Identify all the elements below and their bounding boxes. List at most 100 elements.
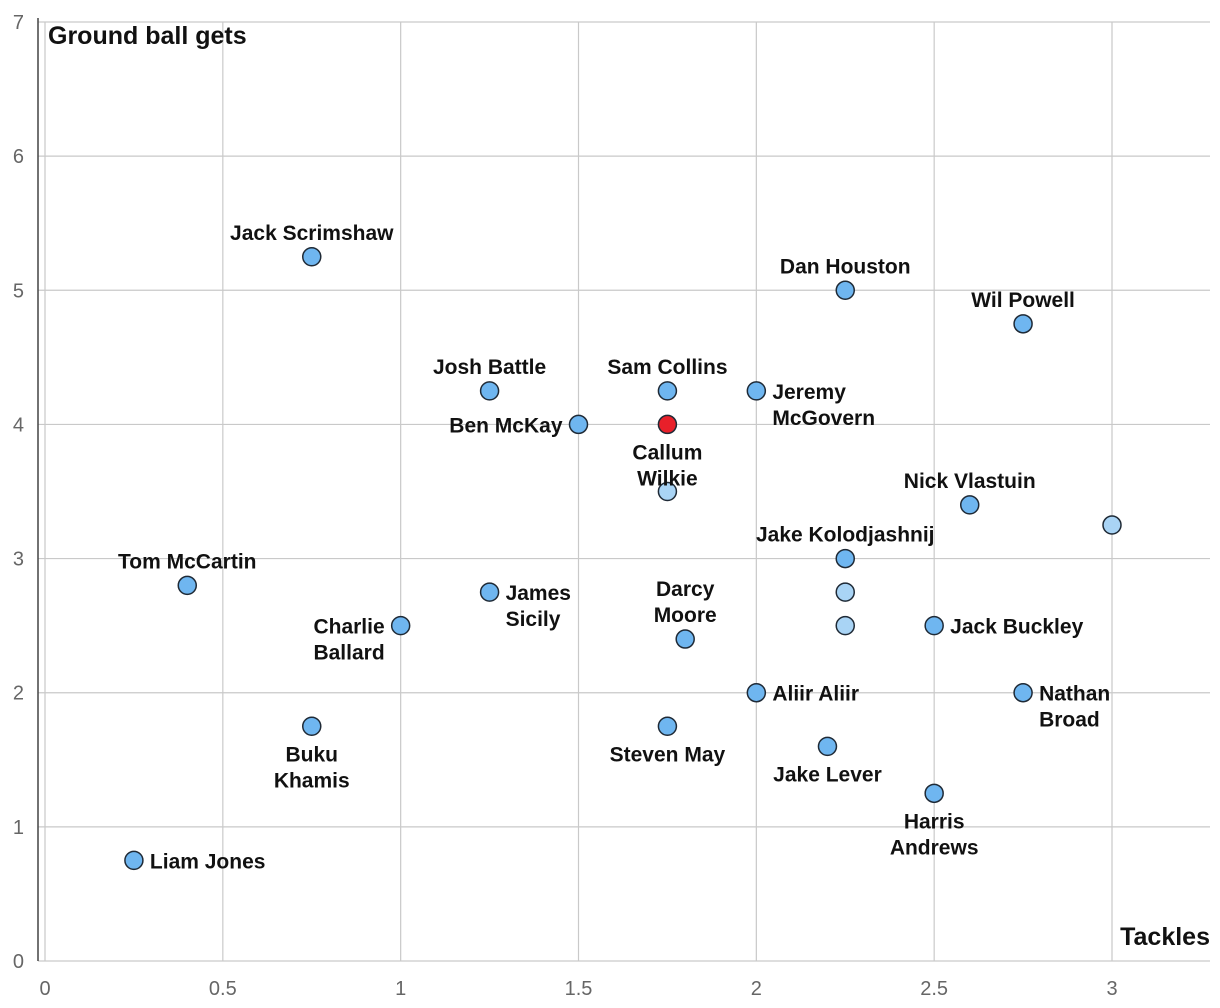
data-point xyxy=(302,247,322,267)
point-label-line: McGovern xyxy=(772,407,875,430)
point-label-line: Nick Vlastuin xyxy=(904,470,1036,493)
point-label: Sam Collins xyxy=(607,356,727,379)
point-label-line: Jake Kolodjashnij xyxy=(756,524,935,547)
data-point xyxy=(1013,682,1033,703)
point-label: Nick Vlastuin xyxy=(904,470,1036,493)
data-point xyxy=(568,414,589,435)
point-labels: Jack Scrimshaw Dan Houston Wil Powell Josh … xyxy=(118,222,1110,874)
data-point xyxy=(835,548,855,569)
point-label: Jack Scrimshaw xyxy=(230,222,394,245)
x-tick-label: 0 xyxy=(39,978,50,1000)
point-label: Aliir Aliir xyxy=(772,683,859,706)
data-point xyxy=(835,582,855,602)
data-point xyxy=(835,280,855,301)
point-label: Jack Buckley xyxy=(950,616,1083,639)
data-point xyxy=(924,615,944,636)
point-label: Harris Andrews xyxy=(890,810,979,859)
point-label: Josh Battle xyxy=(433,356,546,379)
y-tick-label: 4 xyxy=(13,414,24,436)
data-point xyxy=(675,629,695,649)
point-label-line: Callum xyxy=(632,441,702,464)
data-point xyxy=(479,582,500,602)
x-axis-ticks: 0 0.5 1 1.5 2 2.5 3 xyxy=(39,978,1117,1000)
data-point xyxy=(924,783,944,804)
data-point xyxy=(657,716,678,736)
point-label: Darcy Moore xyxy=(654,578,717,627)
gridlines xyxy=(38,21,1210,962)
point-label-line: Darcy xyxy=(656,578,715,601)
point-label: Jeremy McGovern xyxy=(772,381,875,430)
point-label-line: Dan Houston xyxy=(780,255,911,278)
point-label-line: Moore xyxy=(654,604,717,627)
data-point xyxy=(657,381,678,401)
x-tick-label: 2.5 xyxy=(920,978,948,1000)
point-label: Buku Khamis xyxy=(274,743,350,792)
point-label-line: Jeremy xyxy=(772,381,846,404)
y-tick-label: 0 xyxy=(13,951,24,973)
point-label: Nathan Broad xyxy=(1039,683,1110,732)
point-label-line: Sicily xyxy=(506,608,561,631)
point-label-line: Wilkie xyxy=(637,467,698,490)
point-label: Ben McKay xyxy=(449,414,563,437)
point-label: Dan Houston xyxy=(780,255,911,278)
point-label-line: Andrews xyxy=(890,836,979,859)
point-label: Liam Jones xyxy=(150,850,266,873)
data-point xyxy=(746,682,767,703)
data-point xyxy=(479,381,500,401)
point-label-line: Harris xyxy=(904,810,965,833)
point-label-line: Liam Jones xyxy=(150,850,266,873)
point-label-line: Steven May xyxy=(610,743,726,766)
x-tick-label: 1.5 xyxy=(565,978,593,1000)
x-tick-label: 2 xyxy=(751,978,762,1000)
point-label-line: Aliir Aliir xyxy=(772,683,859,706)
point-label-line: Nathan xyxy=(1039,683,1110,706)
point-label-line: Ben McKay xyxy=(449,414,563,437)
data-point xyxy=(177,575,198,596)
y-axis-title: Ground ball gets xyxy=(48,22,247,50)
point-label-line: Tom McCartin xyxy=(118,550,256,573)
point-label-line: Broad xyxy=(1039,709,1100,732)
data-point xyxy=(959,495,980,515)
point-label-line: Khamis xyxy=(274,769,350,792)
point-label-line: James xyxy=(506,582,571,605)
data-point xyxy=(746,381,767,401)
x-tick-label: 3 xyxy=(1106,978,1117,1000)
data-point xyxy=(124,850,144,871)
data-point xyxy=(1102,515,1122,535)
data-point xyxy=(835,615,855,636)
data-point xyxy=(302,716,322,736)
point-label-line: Jack Scrimshaw xyxy=(230,222,394,245)
point-label: James Sicily xyxy=(506,582,571,631)
y-axis-ticks: 0 1 2 3 4 5 6 7 xyxy=(13,12,24,973)
point-label: Charlie Ballard xyxy=(313,616,384,665)
point-label: Callum Wilkie xyxy=(632,441,702,490)
data-point xyxy=(657,481,678,502)
point-label-line: Jack Buckley xyxy=(950,616,1083,639)
point-label-line: Charlie xyxy=(313,616,384,639)
point-label: Jake Kolodjashnij xyxy=(756,524,935,547)
point-label: Wil Powell xyxy=(971,289,1075,312)
point-label-line: Wil Powell xyxy=(971,289,1075,312)
y-tick-label: 5 xyxy=(13,280,24,302)
point-label-line: Josh Battle xyxy=(433,356,546,379)
y-tick-label: 1 xyxy=(13,817,24,839)
x-axis-title: Tackles xyxy=(1120,923,1210,951)
point-label: Tom McCartin xyxy=(118,550,256,573)
point-label-line: Sam Collins xyxy=(607,356,727,379)
y-tick-label: 3 xyxy=(13,549,24,571)
data-point xyxy=(1013,314,1033,334)
x-tick-label: 0.5 xyxy=(209,978,237,1000)
highlighted-data-point xyxy=(657,414,678,435)
point-label-line: Jake Lever xyxy=(773,763,882,786)
point-label: Steven May xyxy=(610,743,726,766)
x-tick-label: 1 xyxy=(395,978,406,1000)
y-tick-label: 7 xyxy=(13,12,24,34)
data-point xyxy=(390,615,411,636)
y-tick-label: 2 xyxy=(13,683,24,705)
point-label-line: Ballard xyxy=(313,642,384,665)
y-tick-label: 6 xyxy=(13,146,24,168)
data-points xyxy=(124,247,1122,871)
point-label-line: Buku xyxy=(286,743,339,766)
data-point xyxy=(817,736,838,757)
